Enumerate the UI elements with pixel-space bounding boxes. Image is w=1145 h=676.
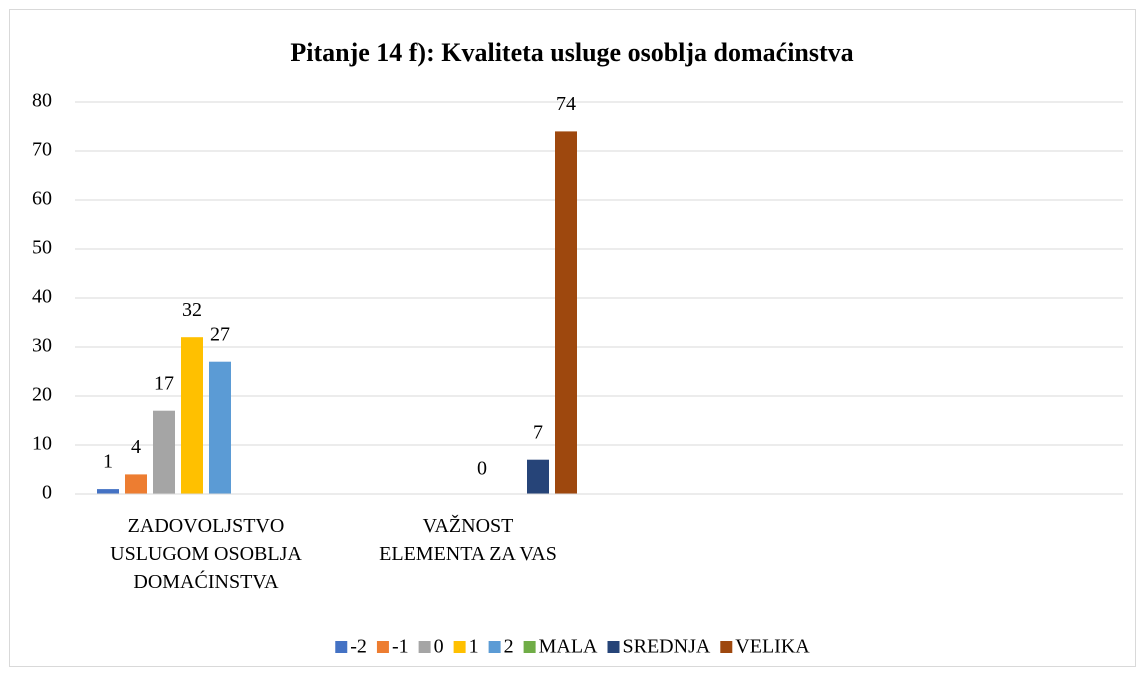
x-tick-label: ZADOVOLJSTVO USLUGOM OSOBLJA DOMAĆINSTVA xyxy=(110,515,302,593)
bar xyxy=(125,474,147,494)
legend-label: VELIKA xyxy=(735,636,810,658)
legend-swatch xyxy=(488,641,501,653)
y-tick-label: 80 xyxy=(32,90,52,112)
legend-label: 0 xyxy=(434,636,444,658)
data-label: 27 xyxy=(210,323,230,345)
legend-swatch xyxy=(453,641,466,653)
y-tick-label: 10 xyxy=(32,433,52,455)
bar xyxy=(555,131,577,494)
bar xyxy=(97,489,119,494)
data-label: 0 xyxy=(477,458,487,480)
y-tick-label: 40 xyxy=(32,286,52,308)
bar xyxy=(181,337,203,494)
y-tick-label: 70 xyxy=(32,139,52,161)
legend-swatch xyxy=(335,641,348,653)
y-tick-label: 60 xyxy=(32,188,52,210)
bar xyxy=(153,410,175,494)
legend-label: 1 xyxy=(469,636,479,658)
legend-swatch xyxy=(418,641,431,653)
legend-label: -1 xyxy=(392,636,409,658)
data-label: 32 xyxy=(182,299,202,321)
y-tick-label: 20 xyxy=(32,384,52,406)
legend-label: -2 xyxy=(350,636,367,658)
y-tick-label: 50 xyxy=(32,237,52,259)
legend-swatch xyxy=(523,641,536,653)
data-label: 74 xyxy=(556,93,576,115)
x-tick-label: VAŽNOST ELEMENTA ZA VAS xyxy=(379,515,557,565)
chart-title: Pitanje 14 f): Kvaliteta usluge osoblja … xyxy=(290,38,853,67)
legend-label: MALA xyxy=(539,636,598,658)
y-tick-label: 0 xyxy=(42,482,52,504)
data-label: 7 xyxy=(533,421,543,443)
y-tick-label: 30 xyxy=(32,335,52,357)
data-label: 4 xyxy=(131,436,141,458)
bar xyxy=(209,361,231,494)
bar xyxy=(527,459,549,494)
data-label: 1 xyxy=(103,451,113,473)
legend-label: SREDNJA xyxy=(623,636,711,658)
data-label: 17 xyxy=(154,372,174,394)
legend-swatch xyxy=(607,641,620,653)
legend-swatch xyxy=(720,641,733,653)
legend-swatch xyxy=(376,641,389,653)
legend-label: 2 xyxy=(504,636,514,658)
